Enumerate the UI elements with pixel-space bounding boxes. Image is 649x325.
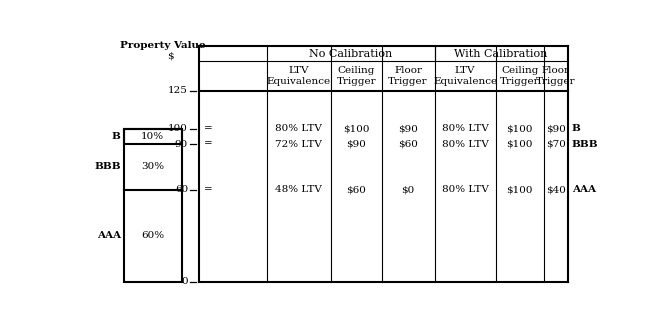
- Text: $90: $90: [546, 124, 566, 133]
- Text: B: B: [572, 124, 581, 133]
- Text: $100: $100: [506, 124, 533, 133]
- Text: Ceiling
Trigger: Ceiling Trigger: [336, 66, 376, 86]
- Text: $100: $100: [343, 124, 369, 133]
- Text: $90: $90: [398, 124, 418, 133]
- Text: =: =: [204, 185, 212, 194]
- Text: 80% LTV: 80% LTV: [442, 124, 489, 133]
- Text: BBB: BBB: [94, 162, 121, 172]
- Text: No Calibration: No Calibration: [309, 49, 393, 58]
- Text: 80% LTV: 80% LTV: [442, 139, 489, 149]
- Text: Floor
Trigger: Floor Trigger: [536, 66, 576, 86]
- Text: $40: $40: [546, 185, 566, 194]
- Text: Ceiling
Trigger: Ceiling Trigger: [500, 66, 539, 86]
- Bar: [124, 129, 182, 144]
- Text: 48% LTV: 48% LTV: [275, 185, 323, 194]
- Text: $0: $0: [402, 185, 415, 194]
- Text: 125: 125: [168, 86, 188, 95]
- Text: LTV
Equivalence: LTV Equivalence: [267, 66, 331, 86]
- Bar: [124, 129, 182, 281]
- Text: LTV
Equivalence: LTV Equivalence: [433, 66, 497, 86]
- Text: Floor
Trigger: Floor Trigger: [388, 66, 428, 86]
- Text: B: B: [112, 132, 121, 141]
- Text: $60: $60: [347, 185, 366, 194]
- Text: 10%: 10%: [141, 132, 164, 141]
- Text: $90: $90: [347, 139, 366, 149]
- Text: $100: $100: [506, 185, 533, 194]
- Text: =: =: [204, 139, 212, 149]
- Text: 72% LTV: 72% LTV: [275, 139, 323, 149]
- Text: AAA: AAA: [572, 185, 596, 194]
- Text: $70: $70: [546, 139, 566, 149]
- Text: $60: $60: [398, 139, 418, 149]
- Text: 60%: 60%: [141, 231, 164, 240]
- Text: =: =: [204, 124, 212, 133]
- Text: 30%: 30%: [141, 162, 164, 172]
- Text: 100: 100: [168, 124, 188, 133]
- Text: 60: 60: [175, 185, 188, 194]
- Text: $: $: [167, 52, 173, 60]
- Text: $100: $100: [506, 139, 533, 149]
- Text: AAA: AAA: [97, 231, 121, 240]
- Text: With Calibration: With Calibration: [454, 49, 548, 58]
- Text: 90: 90: [175, 139, 188, 149]
- Text: 0: 0: [182, 277, 188, 286]
- Text: BBB: BBB: [572, 139, 598, 149]
- Text: 80% LTV: 80% LTV: [275, 124, 323, 133]
- Text: Property Value: Property Value: [119, 41, 205, 50]
- Text: 80% LTV: 80% LTV: [442, 185, 489, 194]
